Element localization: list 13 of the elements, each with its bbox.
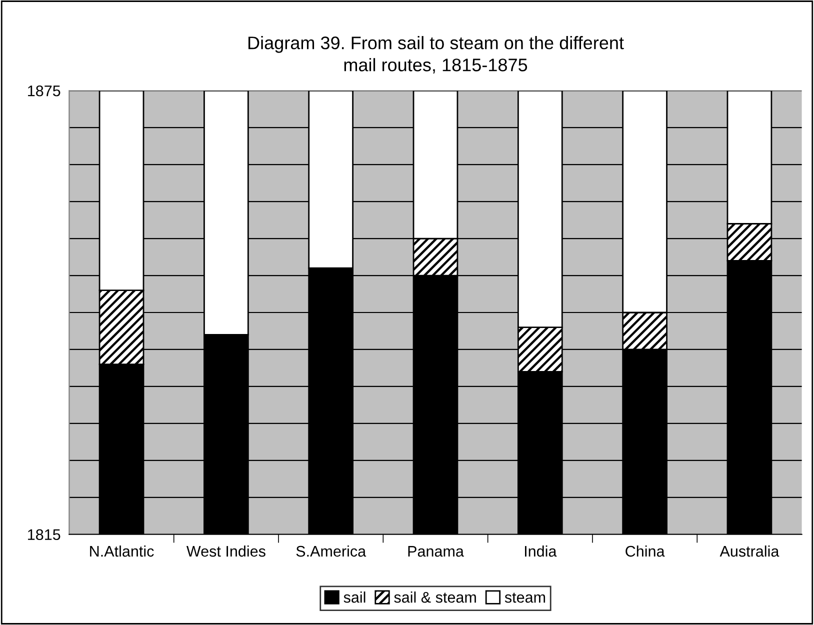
y-tick-label: 1875 xyxy=(28,85,60,96)
chart-title: Diagram 39. From sail to steam on the different mail routes, 1815-1875 xyxy=(248,36,624,74)
y-tick-label: 1815 xyxy=(28,529,60,540)
x-tick-label: West Indies xyxy=(186,545,266,557)
x-tick-label: China xyxy=(626,545,665,557)
legend-label: sail & steam xyxy=(394,592,476,603)
x-tick-label: N.Atlantic xyxy=(90,545,154,557)
x-tick-label: Australia xyxy=(720,545,780,557)
x-tick-label: India xyxy=(524,545,557,557)
legend-label: steam xyxy=(504,592,546,603)
legend-label: sail xyxy=(344,592,366,603)
x-tick-label: Panama xyxy=(408,546,464,557)
x-tick-label: S.America xyxy=(296,545,366,557)
